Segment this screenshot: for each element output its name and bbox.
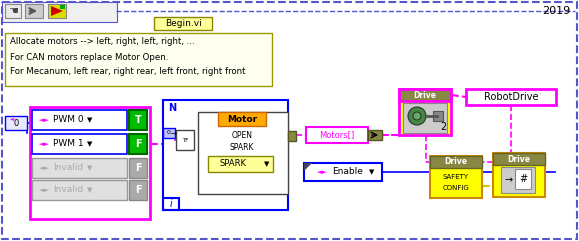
Text: ▼: ▼ (369, 169, 375, 175)
Bar (163, 198, 179, 210)
Bar (493, 153, 545, 165)
Text: OPEN: OPEN (232, 132, 252, 141)
Text: i: i (170, 199, 173, 209)
Text: Invalid: Invalid (53, 186, 83, 194)
Bar (129, 180, 147, 200)
Text: Drive: Drive (508, 154, 530, 163)
Bar (32, 180, 127, 200)
Text: For Mecanum, left rear, right rear, left front, right front: For Mecanum, left rear, right rear, left… (10, 67, 245, 76)
Text: SAFETY: SAFETY (443, 174, 469, 180)
Bar (5, 4, 21, 18)
Bar (32, 158, 127, 178)
Circle shape (413, 112, 421, 120)
Bar (60, 5, 65, 9)
Text: SPARK: SPARK (219, 160, 247, 168)
Text: F: F (135, 185, 141, 195)
Bar (48, 4, 66, 18)
Text: ▼: ▼ (87, 117, 93, 123)
Bar (288, 131, 296, 141)
Bar (501, 167, 535, 193)
Polygon shape (51, 6, 63, 16)
Bar (5, 33, 272, 86)
Text: ◄►: ◄► (39, 141, 49, 147)
Text: #: # (519, 174, 527, 184)
Text: ▼: ▼ (87, 141, 93, 147)
Text: Motors[]: Motors[] (320, 130, 354, 140)
Text: Motor: Motor (227, 114, 257, 123)
Text: Allocate motors --> left, right, left, right, ...: Allocate motors --> left, right, left, r… (10, 38, 195, 47)
Polygon shape (304, 163, 312, 171)
Bar (32, 134, 127, 154)
Text: F: F (135, 139, 141, 149)
Bar (163, 100, 288, 210)
Text: PWM 0: PWM 0 (53, 115, 83, 125)
Text: Drive: Drive (445, 158, 467, 167)
Text: TF: TF (182, 138, 188, 142)
Text: ☚: ☚ (8, 6, 18, 16)
Bar (176, 130, 194, 150)
Text: ▼: ▼ (87, 165, 93, 171)
Text: Enable: Enable (332, 167, 364, 176)
Text: F: F (135, 163, 141, 173)
Text: Drive: Drive (413, 91, 437, 100)
Bar (32, 110, 127, 130)
Bar (198, 112, 288, 194)
Text: Invalid: Invalid (53, 163, 83, 173)
Text: 0: 0 (13, 119, 19, 127)
Bar (430, 156, 482, 168)
Text: CONFIG: CONFIG (442, 185, 470, 191)
Bar (399, 89, 451, 101)
Text: 2: 2 (440, 122, 446, 132)
Bar (304, 163, 382, 181)
Bar (403, 103, 447, 133)
Bar (163, 128, 175, 138)
Bar (2, 2, 117, 22)
Text: PWM 1: PWM 1 (53, 140, 83, 148)
Text: ◄►: ◄► (39, 187, 49, 193)
Text: N: N (168, 103, 176, 113)
Text: ◄►: ◄► (317, 169, 327, 175)
Bar (493, 153, 545, 197)
Bar (399, 89, 451, 135)
Text: ▼: ▼ (264, 161, 270, 167)
Bar (466, 89, 556, 105)
Text: ◄►: ◄► (39, 117, 49, 123)
Text: 0: 0 (167, 130, 171, 135)
Bar (25, 4, 43, 18)
Bar (515, 169, 531, 189)
Text: ◄: ◄ (10, 116, 14, 121)
Text: T: T (135, 115, 141, 125)
Bar (129, 158, 147, 178)
Bar (368, 130, 382, 140)
Bar (154, 17, 212, 30)
Text: For CAN motors replace Motor Open.: For CAN motors replace Motor Open. (10, 53, 168, 61)
Bar (208, 156, 273, 172)
Text: RobotDrive: RobotDrive (483, 92, 538, 102)
Text: →: → (171, 132, 177, 138)
Text: ▼: ▼ (87, 187, 93, 193)
Bar (129, 110, 147, 130)
Bar (129, 134, 147, 154)
Circle shape (408, 107, 426, 125)
Text: SPARK: SPARK (230, 142, 254, 152)
Bar (30, 107, 150, 219)
Bar (430, 156, 482, 198)
Text: 2019: 2019 (542, 6, 570, 16)
Text: →: → (505, 175, 513, 185)
Bar (5, 116, 27, 130)
Text: Begin.vi: Begin.vi (164, 19, 201, 28)
Bar (306, 127, 368, 143)
Text: ◄►: ◄► (39, 165, 49, 171)
Bar (218, 112, 266, 126)
Bar (433, 111, 443, 121)
